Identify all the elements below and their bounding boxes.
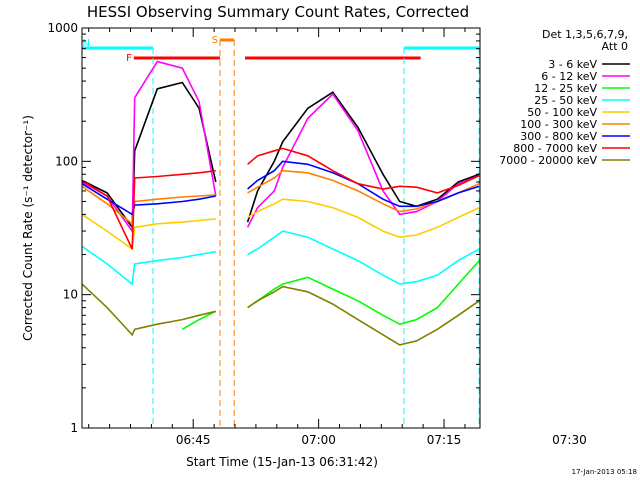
x-tick-label: 07:30 bbox=[552, 433, 587, 447]
x-tick-label: 06:45 bbox=[176, 433, 211, 447]
legend-entry-label: 800 - 7000 keV bbox=[513, 142, 597, 155]
y-axis-label: Corrected Count Rate (s⁻¹ detector⁻¹) bbox=[21, 115, 35, 341]
x-tick-label: 07:00 bbox=[301, 433, 336, 447]
series-line bbox=[181, 260, 480, 330]
series-line bbox=[81, 169, 480, 226]
flag-label-S: S bbox=[212, 35, 218, 46]
y-tick-label: 1 bbox=[70, 421, 78, 435]
series-line bbox=[81, 147, 480, 250]
legend-entry-label: 300 - 800 keV bbox=[520, 130, 597, 143]
legend-entry-label: 50 - 100 keV bbox=[527, 106, 597, 119]
chart-title: HESSI Observing Summary Count Rates, Cor… bbox=[87, 3, 469, 21]
flag-label-F: F bbox=[126, 53, 132, 64]
flag-label-N: N bbox=[83, 38, 90, 49]
x-tick-label: 07:15 bbox=[427, 433, 462, 447]
attenuator-flags: F N S bbox=[82, 35, 480, 428]
generation-timestamp: 17-Jan-2013 05:18 bbox=[572, 468, 637, 476]
legend-entry-label: 25 - 50 keV bbox=[534, 94, 597, 107]
plot-frame bbox=[81, 27, 481, 429]
y-axis: 1 10 100 1000 bbox=[47, 21, 480, 435]
legend-header: Att 0 bbox=[602, 40, 628, 53]
legend-header: Det 1,3,5,6,7,9, bbox=[542, 28, 628, 41]
legend-entry-label: 7000 - 20000 keV bbox=[499, 154, 597, 167]
series-lines bbox=[81, 60, 480, 346]
y-tick-label: 1000 bbox=[47, 21, 78, 35]
legend-entry-label: 100 - 300 keV bbox=[520, 118, 597, 131]
y-tick-label: 100 bbox=[55, 154, 78, 168]
legend-entry-label: 12 - 25 keV bbox=[534, 82, 597, 95]
y-tick-label: 10 bbox=[63, 288, 78, 302]
legend-entry-label: 6 - 12 keV bbox=[541, 70, 597, 83]
legend-entry-label: 3 - 6 keV bbox=[548, 58, 597, 71]
series-line bbox=[81, 230, 480, 286]
series-line bbox=[81, 81, 480, 230]
series-line bbox=[81, 198, 480, 251]
x-axis-label: Start Time (15-Jan-13 06:31:42) bbox=[186, 455, 378, 469]
series-line bbox=[81, 283, 480, 346]
